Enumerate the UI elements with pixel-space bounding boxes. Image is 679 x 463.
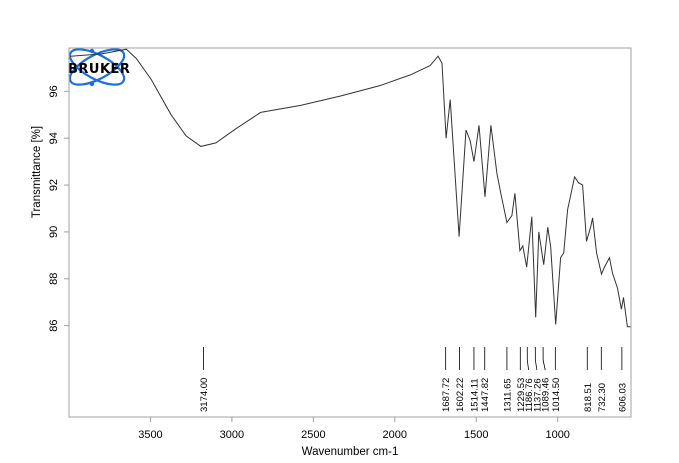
y-tick-label: 88 [48, 273, 60, 285]
peak-label: 1137.26 [532, 378, 543, 412]
peak-marker [542, 347, 546, 371]
peak-label: 732.30 [597, 383, 608, 412]
peak-label: 1311.65 [502, 378, 513, 412]
y-tick-label: 94 [48, 132, 60, 144]
x-axis-label: Wavenumber cm-1 [302, 446, 399, 458]
y-tick-label: 96 [48, 85, 60, 97]
spectrum-line [70, 48, 631, 328]
peak-label: 1602.22 [455, 378, 466, 412]
peak-label: 3174.00 [199, 378, 210, 412]
x-tick-label: 2000 [383, 429, 407, 441]
peak-label: 1089.46 [541, 378, 552, 412]
x-tick-label: 2500 [301, 429, 325, 441]
peak-label: 1447.82 [480, 378, 491, 412]
x-tick-label: 3500 [138, 429, 162, 441]
peak-label: 1229.53 [516, 378, 527, 412]
peak-marker [526, 347, 530, 371]
peak-label: 1014.50 [551, 378, 562, 412]
x-axis: 3500 3000 2500 2000 1500 1000 [138, 417, 570, 441]
peak-label: 1687.72 [441, 378, 452, 412]
plot-frame [68, 47, 632, 418]
y-tick-label: 86 [48, 320, 60, 332]
peak-label: 1186.76 [524, 378, 535, 412]
x-tick-label: 3000 [220, 429, 244, 441]
peak-label: 606.03 [617, 383, 628, 412]
y-axis-label: Transmittance [%] [31, 126, 43, 218]
peak-label: 1514.11 [469, 378, 480, 412]
bruker-logo: BRUKER [68, 48, 130, 87]
svg-text:BRUKER: BRUKER [68, 62, 130, 77]
peak-labels: 3174.00 1687.72 1602.22 1514.11 1447.82 1311.… [199, 347, 628, 412]
y-tick-label: 92 [48, 179, 60, 191]
x-tick-label: 1500 [464, 429, 488, 441]
y-axis: 96 94 92 90 88 86 [48, 85, 69, 332]
y-tick-label: 90 [48, 226, 60, 238]
x-tick-label: 1000 [545, 429, 569, 441]
peak-marker [534, 347, 538, 371]
peak-label: 818.51 [583, 383, 594, 412]
